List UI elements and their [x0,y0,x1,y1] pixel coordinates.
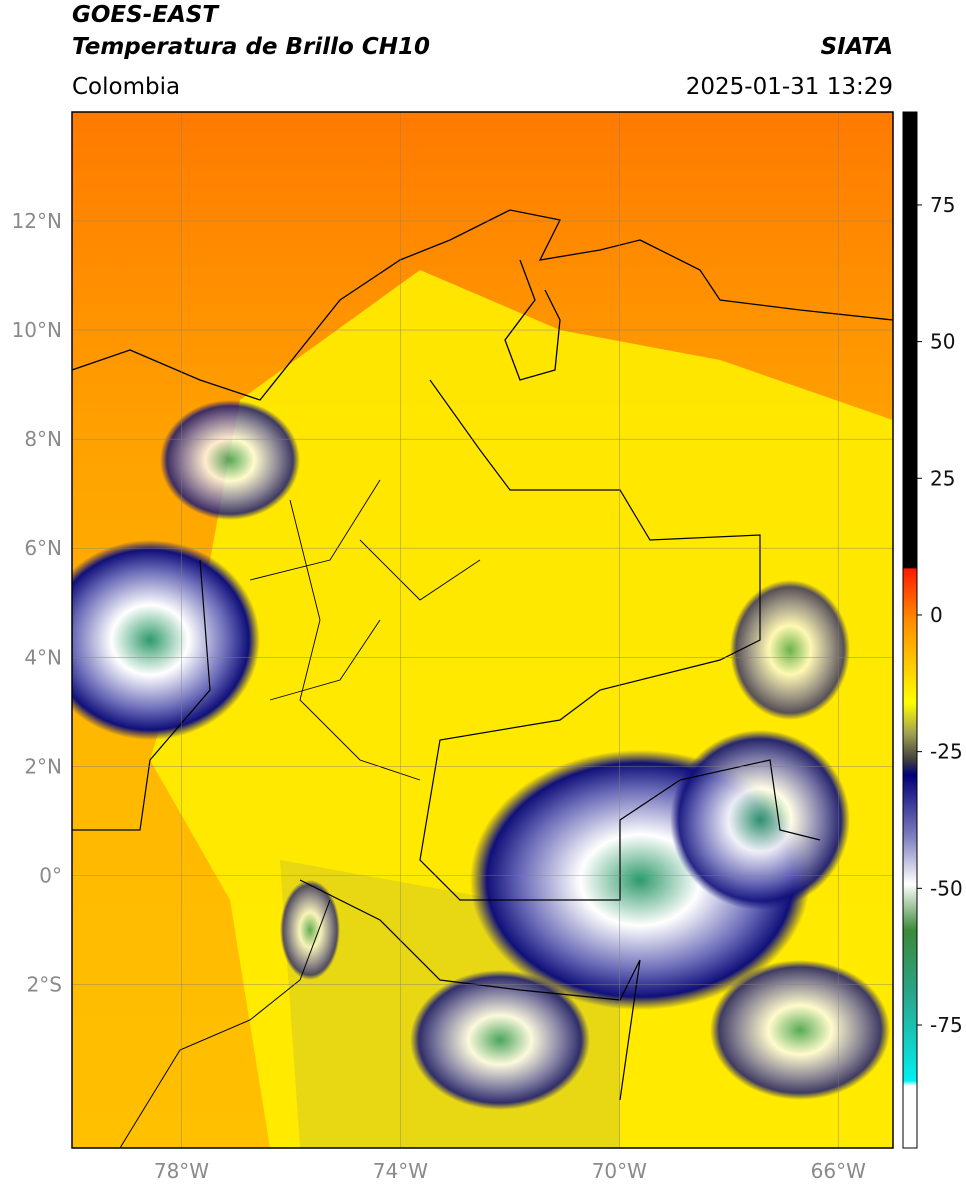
colorbar-tick-label: 50 [930,330,955,354]
lat-tick-label: 10°N [12,318,62,342]
title: GOES-EAST [72,2,220,28]
lon-tick-label: 78°W [154,1159,209,1183]
colorbar [902,111,918,1149]
map-frame [71,111,894,1149]
colorbar-tick-label: 25 [930,466,955,490]
source: SIATA [821,34,893,60]
colorbar-tick-label: -50 [930,876,963,900]
graticule [72,112,893,1148]
lat-tick-label: 0° [39,863,62,887]
lat-tick-label: 4°N [24,645,62,669]
lat-tick-label: 2°N [24,754,62,778]
lat-tick-label: 8°N [24,427,62,451]
lat-tick-label: 2°S [27,972,62,996]
satellite-image [72,112,893,1148]
colorbar-tick-label: -25 [930,740,963,764]
lon-tick-label: 74°W [373,1159,428,1183]
subtitle: Temperatura de Brillo CH10 [72,34,430,60]
colorbar-tick-label: 0 [930,603,943,627]
lat-tick-label: 12°N [12,209,62,233]
lon-tick-label: 70°W [592,1159,647,1183]
region: Colombia [72,74,180,100]
colorbar-tick-label: -75 [930,1013,963,1037]
lon-tick-label: 66°W [811,1159,866,1183]
timestamp: 2025-01-31 13:29 [686,74,893,100]
lat-tick-label: 6°N [24,536,62,560]
colorbar-tick-label: 75 [930,193,955,217]
